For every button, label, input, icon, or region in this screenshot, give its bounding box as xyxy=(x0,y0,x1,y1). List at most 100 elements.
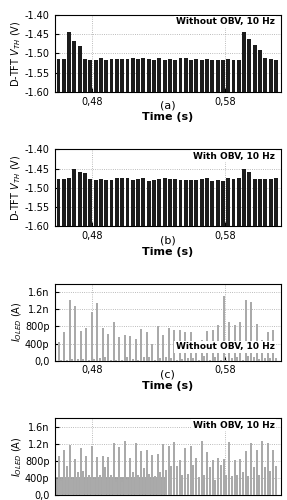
Bar xyxy=(113,322,115,360)
Bar xyxy=(201,440,203,495)
Bar xyxy=(143,358,145,360)
Bar xyxy=(226,59,230,92)
Text: Without OBV, 10 Hz: Without OBV, 10 Hz xyxy=(176,342,274,351)
Bar xyxy=(195,180,198,226)
Bar xyxy=(129,458,131,495)
Bar xyxy=(83,173,87,226)
Bar xyxy=(162,334,164,360)
Bar xyxy=(74,460,76,495)
Bar xyxy=(179,180,183,226)
Bar xyxy=(217,458,219,495)
Bar xyxy=(60,481,62,495)
Bar xyxy=(132,472,134,495)
Text: (b): (b) xyxy=(160,235,176,245)
X-axis label: Time (s): Time (s) xyxy=(142,381,193,391)
Bar xyxy=(78,46,82,92)
Bar xyxy=(102,456,104,495)
Bar xyxy=(179,460,181,495)
Bar xyxy=(205,178,209,226)
Bar xyxy=(261,442,263,495)
Bar xyxy=(201,340,203,360)
Bar xyxy=(214,480,216,495)
Bar xyxy=(124,335,126,360)
Bar xyxy=(214,357,216,360)
Bar xyxy=(136,178,140,226)
Bar xyxy=(232,179,235,226)
Bar xyxy=(275,466,277,495)
Bar xyxy=(85,456,87,495)
Bar xyxy=(264,358,266,360)
Bar xyxy=(118,446,120,495)
Bar xyxy=(57,342,59,360)
Bar xyxy=(71,480,73,495)
Bar xyxy=(184,448,186,495)
Y-axis label: D-TFT $V_{TH}$ (V): D-TFT $V_{TH}$ (V) xyxy=(9,20,23,86)
Bar xyxy=(269,59,273,92)
X-axis label: Time (s): Time (s) xyxy=(142,112,193,122)
Bar xyxy=(198,476,200,495)
Bar xyxy=(154,476,156,495)
Bar xyxy=(146,450,148,495)
Bar xyxy=(93,480,95,495)
Bar xyxy=(234,460,236,495)
Bar xyxy=(184,58,188,92)
Bar xyxy=(195,59,198,92)
Bar xyxy=(232,60,235,92)
Bar xyxy=(55,477,165,495)
Bar xyxy=(261,340,263,360)
Bar xyxy=(67,178,71,226)
Bar xyxy=(216,60,220,92)
Bar xyxy=(120,178,124,226)
Bar xyxy=(221,180,225,226)
Bar xyxy=(205,60,209,92)
Bar xyxy=(236,357,238,360)
Bar xyxy=(125,59,129,92)
Bar xyxy=(147,59,151,92)
Bar xyxy=(181,359,183,360)
Bar xyxy=(258,179,262,226)
Bar xyxy=(250,443,252,495)
Text: (c): (c) xyxy=(160,370,175,380)
Bar xyxy=(93,359,95,360)
Bar xyxy=(110,476,112,495)
Bar xyxy=(115,58,119,92)
Bar xyxy=(226,178,230,226)
Bar xyxy=(143,468,145,495)
Bar xyxy=(184,332,186,360)
Bar xyxy=(206,331,208,360)
Bar xyxy=(239,322,241,360)
Bar xyxy=(115,482,117,495)
Bar xyxy=(94,180,98,226)
Bar xyxy=(90,312,93,360)
Bar xyxy=(121,482,123,495)
Bar xyxy=(99,474,101,495)
Bar xyxy=(71,358,73,360)
Bar xyxy=(124,441,126,495)
Bar xyxy=(88,60,92,92)
Bar xyxy=(157,179,161,226)
Bar xyxy=(168,178,172,226)
Bar xyxy=(104,357,106,360)
Bar xyxy=(159,472,161,495)
Bar xyxy=(253,45,257,92)
Bar xyxy=(120,60,124,92)
Bar xyxy=(151,344,153,360)
Bar xyxy=(57,456,59,495)
Bar xyxy=(203,475,205,495)
Bar xyxy=(104,60,108,92)
Bar xyxy=(200,178,204,226)
Bar xyxy=(96,303,98,360)
Bar xyxy=(190,446,192,495)
Bar xyxy=(148,474,150,495)
Bar xyxy=(274,178,278,226)
Bar xyxy=(102,328,104,360)
Bar xyxy=(181,476,183,495)
Bar xyxy=(173,330,175,360)
Bar xyxy=(63,332,65,360)
Bar xyxy=(151,454,153,495)
Bar xyxy=(210,181,214,226)
Bar xyxy=(74,306,76,360)
Bar xyxy=(110,180,113,226)
Bar xyxy=(157,58,161,92)
Y-axis label: $I_{OLED}$ (A): $I_{OLED}$ (A) xyxy=(10,302,24,343)
